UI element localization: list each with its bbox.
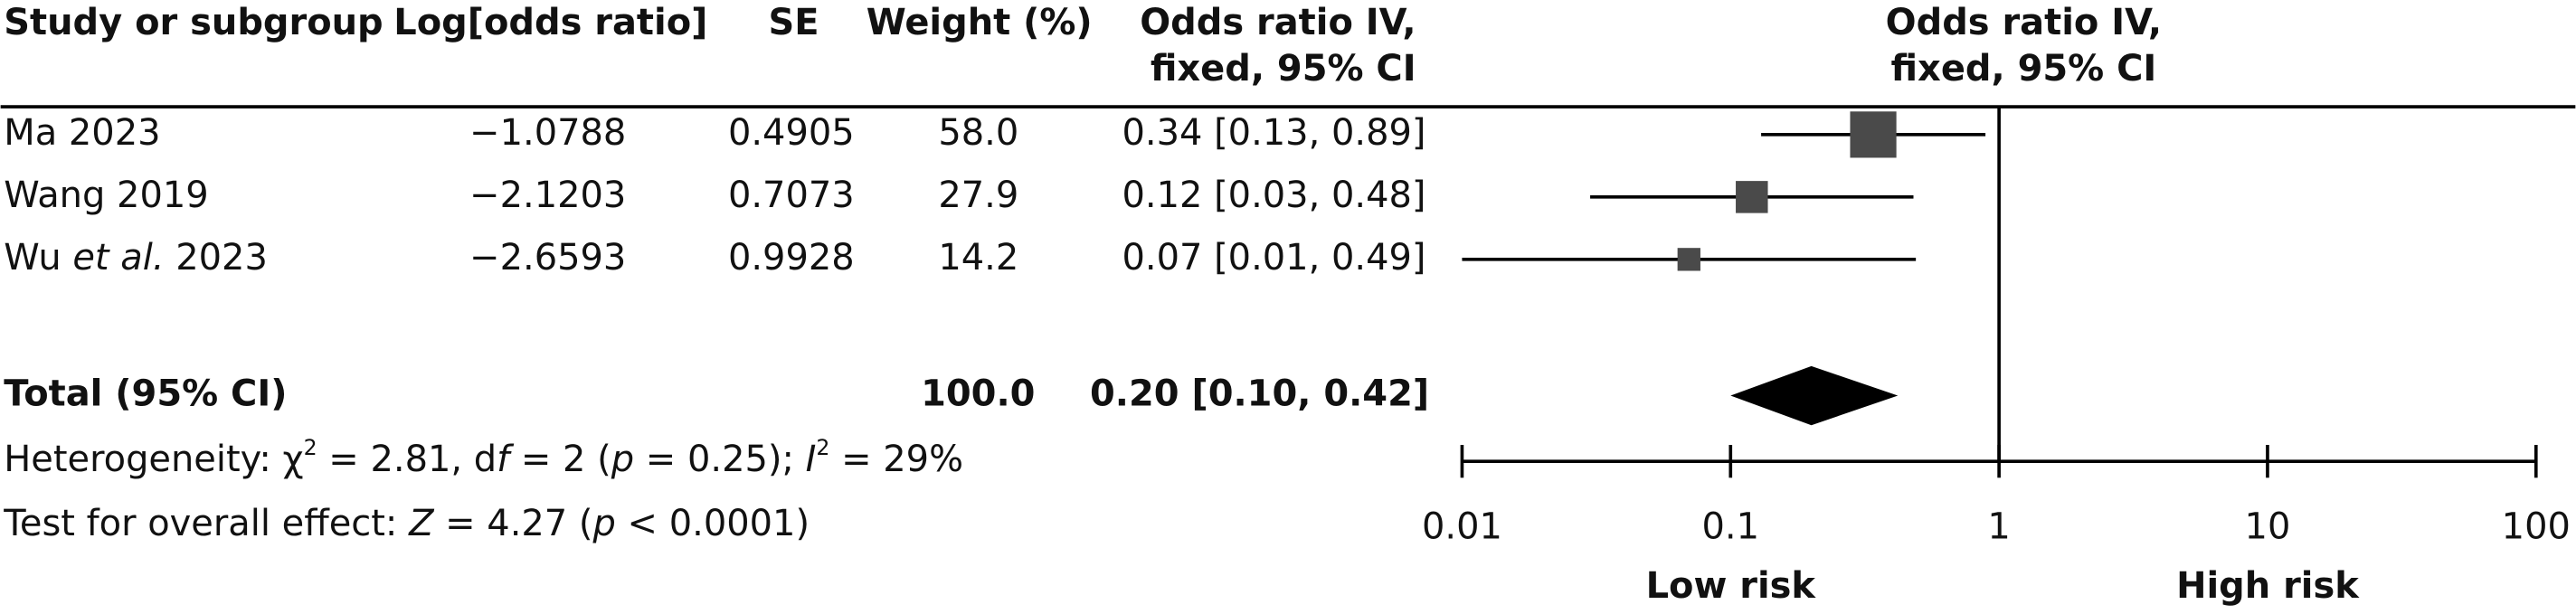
plot-header: fixed, 95% CI xyxy=(1890,48,2156,90)
se: 0.4905 xyxy=(728,112,855,154)
log-or: −2.1203 xyxy=(469,175,626,216)
weight: 58.0 xyxy=(938,112,1018,154)
x-tick-label: 0.1 xyxy=(1702,506,1760,548)
study-name: Wu et al. 2023 xyxy=(4,237,268,279)
overall-test: Test for overall effect: Z = 4.27 (p < 0… xyxy=(3,503,810,544)
overall-test-part: < 0.0001) xyxy=(616,503,810,544)
column-header: Study or subgroup xyxy=(4,2,383,43)
heterogeneity-part: 2 xyxy=(816,435,829,460)
heterogeneity-part: = 2.81, d xyxy=(317,439,497,480)
x-tick-label: 10 xyxy=(2245,506,2291,548)
heterogeneity-part: = 0.25); xyxy=(634,439,806,480)
summary-diamond xyxy=(1730,365,1899,426)
weight: 14.2 xyxy=(938,237,1018,279)
study-name-part: Wang 2019 xyxy=(4,175,208,216)
heterogeneity-part: = 2 ( xyxy=(509,439,611,480)
study-name: Wang 2019 xyxy=(4,175,208,216)
column-header: Odds ratio IV, xyxy=(1140,2,1416,43)
column-header: Log[odds ratio] xyxy=(393,2,707,43)
weight: 27.9 xyxy=(938,175,1018,216)
study-name-part: Ma 2023 xyxy=(4,112,160,154)
ci-label: 0.07 [0.01, 0.49] xyxy=(1122,237,1425,279)
study-name-part: et al. xyxy=(72,237,164,279)
column-header: SE xyxy=(769,2,819,43)
heterogeneity-part: I xyxy=(806,439,817,480)
x-label: High risk xyxy=(2176,565,2360,607)
log-or: −1.0788 xyxy=(469,112,626,154)
log-or: −2.6593 xyxy=(469,237,626,279)
x-tick-label: 1 xyxy=(1987,506,2010,548)
x-label: Low risk xyxy=(1646,565,1817,607)
column-header: fixed, 95% CI xyxy=(1151,48,1416,90)
x-tick-label: 0.01 xyxy=(1422,506,1502,548)
point-estimate xyxy=(1736,181,1768,213)
se: 0.9928 xyxy=(728,237,855,279)
study-name-part: 2023 xyxy=(165,237,268,279)
total-ci: 0.20 [0.10, 0.42] xyxy=(1090,373,1429,415)
total-weight: 100.0 xyxy=(921,373,1035,415)
overall-test-part: p xyxy=(592,503,616,544)
column-header: Weight (%) xyxy=(867,2,1093,43)
point-estimate xyxy=(1677,248,1700,271)
ci-label: 0.34 [0.13, 0.89] xyxy=(1122,112,1425,154)
heterogeneity: Heterogeneity: χ2 = 2.81, df = 2 (p = 0.… xyxy=(4,435,963,481)
overall-test-part: = 4.27 ( xyxy=(433,503,592,544)
heterogeneity-part: p xyxy=(611,439,634,480)
overall-test-part: Z xyxy=(408,503,435,544)
se: 0.7073 xyxy=(728,175,855,216)
plot-header: Odds ratio IV, xyxy=(1886,2,2162,43)
study-name: Ma 2023 xyxy=(4,112,160,154)
study-name-part: Wu xyxy=(4,237,72,279)
heterogeneity-part: Heterogeneity: χ xyxy=(4,439,303,480)
heterogeneity-part: = 29% xyxy=(829,439,963,480)
x-tick-label: 100 xyxy=(2502,506,2571,548)
point-estimate xyxy=(1850,111,1897,158)
overall-test-part: Test for overall effect: xyxy=(3,503,409,544)
heterogeneity-part: 2 xyxy=(304,435,317,460)
total-label: Total (95% CI) xyxy=(4,373,287,415)
ci-label: 0.12 [0.03, 0.48] xyxy=(1122,175,1425,216)
